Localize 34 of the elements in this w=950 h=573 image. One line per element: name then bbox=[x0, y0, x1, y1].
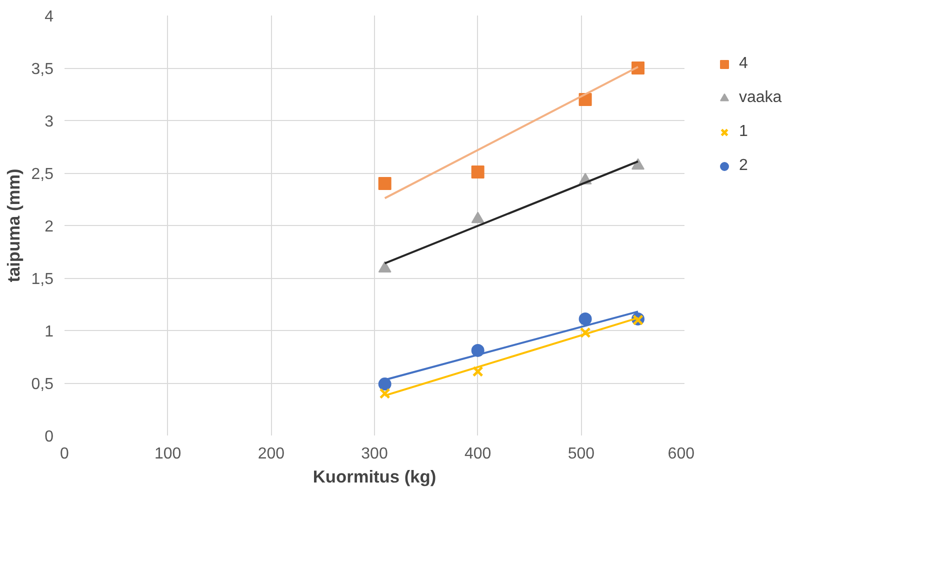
y-tick-label: 3,5 bbox=[31, 61, 54, 78]
x-tick-label: 200 bbox=[258, 446, 285, 462]
point bbox=[632, 314, 644, 326]
y-tick-label: 0,5 bbox=[31, 376, 54, 393]
x-axis-title: Kuormitus (kg) bbox=[312, 466, 436, 486]
point bbox=[471, 212, 484, 224]
x-tick-label: 500 bbox=[568, 446, 595, 462]
legend-label: 4 bbox=[739, 55, 749, 73]
legend-label: 1 bbox=[739, 123, 749, 141]
point bbox=[632, 62, 644, 74]
x-tick-label: 400 bbox=[464, 446, 492, 462]
point bbox=[378, 177, 392, 190]
legend-label: vaaka bbox=[739, 89, 782, 107]
point bbox=[379, 388, 390, 399]
y-tick-label: 2 bbox=[44, 218, 54, 236]
x-tick-label: 100 bbox=[154, 446, 182, 462]
point bbox=[378, 261, 392, 273]
legend-label: 2 bbox=[739, 157, 749, 175]
y-tick-label: 4 bbox=[44, 8, 54, 26]
y-tick-label: 2,5 bbox=[31, 166, 54, 183]
x-tick-label: 600 bbox=[668, 446, 695, 462]
point bbox=[471, 165, 484, 178]
x-tick-label: 300 bbox=[361, 446, 388, 462]
y-tick-label: 1,5 bbox=[31, 271, 54, 288]
point bbox=[378, 378, 392, 391]
point bbox=[580, 327, 591, 338]
y-tick-label: 3 bbox=[44, 114, 54, 130]
point bbox=[472, 366, 484, 377]
point bbox=[578, 312, 592, 326]
y-tick-label: 1 bbox=[44, 324, 54, 340]
point bbox=[632, 158, 644, 170]
y-axis-title: taipuma (mm) bbox=[3, 168, 24, 282]
y-tick-label: 0 bbox=[44, 428, 54, 446]
x-tick-label: 0 bbox=[60, 446, 70, 462]
